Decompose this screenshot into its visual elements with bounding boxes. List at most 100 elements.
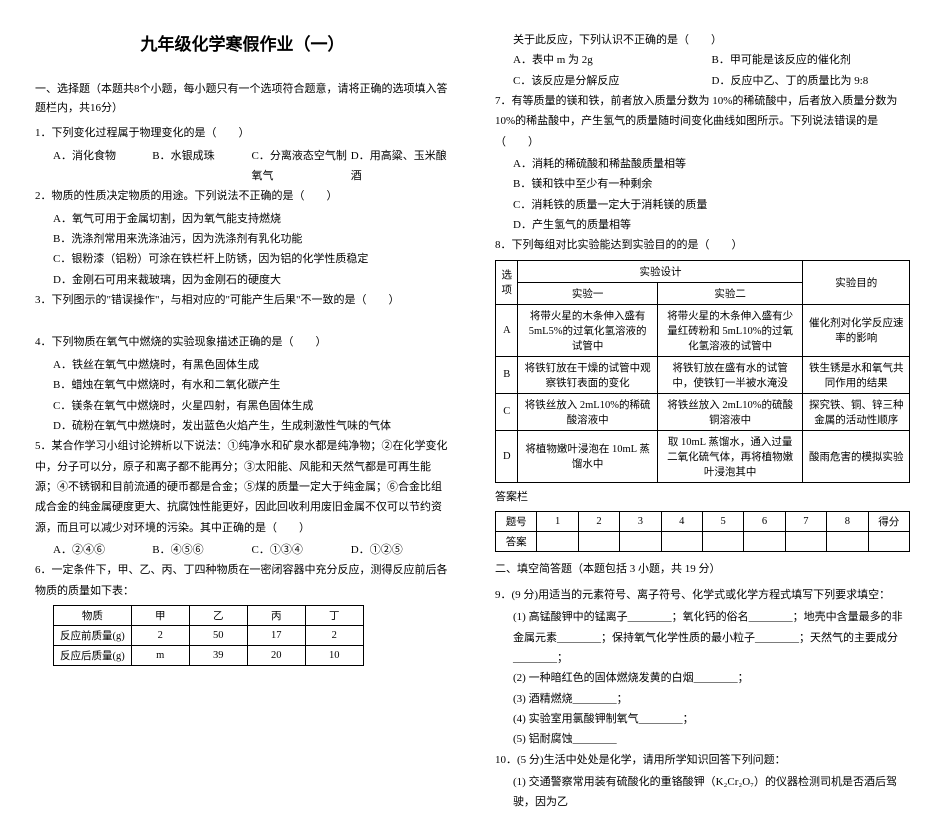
q4-b: B．蜡烛在氧气中燃烧时，有水和二氧化碳产生 xyxy=(35,375,450,395)
q8-h0: 选项 xyxy=(496,260,518,304)
q8-a1: 将带火星的木条伸入盛有 5mL5%的过氧化氢溶液的试管中 xyxy=(518,304,657,356)
q6b-text: 关于此反应，下列认识不正确的是（ ） xyxy=(495,30,910,50)
q3-num: 3． xyxy=(35,294,52,306)
ans-r3 xyxy=(620,532,661,552)
q6b-a: A．表中 m 为 2g xyxy=(513,50,712,70)
q10-l1: (1) 交通警察常用装有硫酸化的重铬酸钾（K₂Cr₂O₇）的仪器检测司机是否酒后… xyxy=(495,772,910,813)
q6-r2-1: m xyxy=(131,645,189,665)
q7-c: C．消耗铁的质量一定大于消耗镁的质量 xyxy=(495,195,910,215)
q8-a2: 将带火星的木条伸入盛有少量红砖粉和 5mL10%的过氧化氢溶液的试管中 xyxy=(657,304,803,356)
q5: 5．某合作学习小组讨论辨析以下说法：①纯净水和矿泉水都是纯净物；②在化学变化中，… xyxy=(35,436,450,538)
q5-d: D．①②⑤ xyxy=(351,540,450,560)
q2-a: A．氧气可用于金属切割，因为氧气能支持燃烧 xyxy=(35,209,450,229)
q8-a0: A xyxy=(496,304,518,356)
q9-num: 9． xyxy=(495,589,512,601)
q1-text: 下列变化过程属于物理变化的是（ ） xyxy=(52,127,250,139)
q6-r2-0: 反应后质量(g) xyxy=(54,645,132,665)
ans-h4: 4 xyxy=(661,512,702,532)
q8-b3: 铁生锈是水和氧气共同作用的结果 xyxy=(803,356,910,393)
q2-num: 2． xyxy=(35,190,52,202)
q8-c0: C xyxy=(496,393,518,430)
q8-sh2: 实验二 xyxy=(657,282,803,304)
q8-text: 下列每组对比实验能达到实验目的的是（ ） xyxy=(512,239,743,251)
q3: 3．下列图示的"错误操作"，与相对应的"可能产生后果"不一致的是（ ） xyxy=(35,290,450,310)
ans-r7 xyxy=(785,532,826,552)
q6: 6．一定条件下，甲、乙、丙、丁四种物质在一密闭容器中充分反应，测得反应前后各物质… xyxy=(35,560,450,601)
q6-r1-0: 反应前质量(g) xyxy=(54,625,132,645)
ans-r4 xyxy=(661,532,702,552)
q8-h3: 实验目的 xyxy=(803,260,910,304)
q7-num: 7． xyxy=(495,95,512,107)
q6b-c: C．该反应是分解反应 xyxy=(513,71,712,91)
q8-c3: 探究铁、铜、锌三种金属的活动性顺序 xyxy=(803,393,910,430)
q8-c1: 将铁丝放入 2mL10%的稀硫酸溶液中 xyxy=(518,393,657,430)
q1-opts: A．消化食物 B．水银成珠 C．分离液态空气制氧气 D．用高粱、玉米酿酒 xyxy=(35,146,450,187)
q1-b: B．水银成珠 xyxy=(152,146,251,187)
q1: 1．下列变化过程属于物理变化的是（ ） xyxy=(35,123,450,143)
q8-d2: 取 10mL 蒸馏水，通入过量二氧化硫气体，再将植物嫩叶浸泡其中 xyxy=(657,430,803,482)
q6-num: 6． xyxy=(35,564,52,576)
q8-d0: D xyxy=(496,430,518,482)
q9-l2: (2) 一种暗红色的固体燃烧发黄的白烟________； xyxy=(495,668,910,688)
ans-r9 xyxy=(868,532,909,552)
ans-r0: 答案 xyxy=(496,532,537,552)
q10-text: (5 分)生活中处处是化学，请用所学知识回答下列问题： xyxy=(517,754,786,766)
q6-h1: 甲 xyxy=(131,605,189,625)
q6b-d: D．反应中乙、丁的质量比为 9:8 xyxy=(712,71,911,91)
q6-h4: 丁 xyxy=(305,605,363,625)
q7-d: D．产生氢气的质量相等 xyxy=(495,215,910,235)
q7-a: A．消耗的稀硫酸和稀盐酸质量相等 xyxy=(495,154,910,174)
ans-h0: 题号 xyxy=(496,512,537,532)
q8-b1: 将铁钉放在干燥的试管中观察铁钉表面的变化 xyxy=(518,356,657,393)
q5-opts: A．②④⑥ B．④⑤⑥ C．①③④ D．①②⑤ xyxy=(35,540,450,560)
q9-l4: (4) 实验室用氯酸钾制氧气________； xyxy=(495,709,910,729)
q6-r2-4: 10 xyxy=(305,645,363,665)
answer-table: 题号 1 2 3 4 5 6 7 8 得分 答案 xyxy=(495,511,910,552)
q6-r1-1: 2 xyxy=(131,625,189,645)
q8: 8．下列每组对比实验能达到实验目的的是（ ） xyxy=(495,235,910,255)
q5-a: A．②④⑥ xyxy=(53,540,152,560)
q6-h3: 丙 xyxy=(247,605,305,625)
q6-r1-3: 17 xyxy=(247,625,305,645)
q8-c2: 将铁丝放入 2mL10%的硫酸铜溶液中 xyxy=(657,393,803,430)
q10-num: 10． xyxy=(495,754,517,766)
q8-d3: 酸雨危害的模拟实验 xyxy=(803,430,910,482)
q5-num: 5． xyxy=(35,440,52,452)
ans-h6: 6 xyxy=(744,512,785,532)
q8-sh1: 实验一 xyxy=(518,282,657,304)
q7: 7．有等质量的镁和铁，前者放入质量分数为 10%的稀硫酸中，后者放入质量分数为 … xyxy=(495,91,910,152)
ans-h1: 1 xyxy=(537,512,578,532)
q4-text: 下列物质在氧气中燃烧的实验现象描述正确的是（ ） xyxy=(52,336,327,348)
q6-h2: 乙 xyxy=(189,605,247,625)
q9-text: (9 分)用适当的元素符号、离子符号、化学式或化学方程式填写下列要求填空： xyxy=(512,589,891,601)
ans-h7: 7 xyxy=(785,512,826,532)
q6b-b: B．甲可能是该反应的催化剂 xyxy=(712,50,911,70)
left-column: 九年级化学寒假作业（一） 一、选择题（本题共8个小题，每小题只有一个选项符合题意… xyxy=(35,30,450,625)
right-column: 关于此反应，下列认识不正确的是（ ） A．表中 m 为 2g B．甲可能是该反应… xyxy=(495,30,910,625)
q4-num: 4． xyxy=(35,336,52,348)
q8-d1: 将植物嫩叶浸泡在 10mL 蒸馏水中 xyxy=(518,430,657,482)
q2-b: B．洗涤剂常用来洗涤油污，因为洗涤剂有乳化功能 xyxy=(35,229,450,249)
q9-l3: (3) 酒精燃烧________； xyxy=(495,689,910,709)
q1-num: 1． xyxy=(35,127,52,139)
q1-c: C．分离液态空气制氧气 xyxy=(252,146,351,187)
ans-r6 xyxy=(744,532,785,552)
q9: 9．(9 分)用适当的元素符号、离子符号、化学式或化学方程式填写下列要求填空： xyxy=(495,585,910,605)
q5-text: 某合作学习小组讨论辨析以下说法：①纯净水和矿泉水都是纯净物；②在化学变化中，分子… xyxy=(35,440,448,533)
ans-r2 xyxy=(578,532,619,552)
q6b-opts-2: C．该反应是分解反应 D．反应中乙、丁的质量比为 9:8 xyxy=(495,71,910,91)
q2-text: 物质的性质决定物质的用途。下列说法不正确的是（ ） xyxy=(52,190,338,202)
q8-b2: 将铁钉放在盛有水的试管中，使铁钉一半被水淹没 xyxy=(657,356,803,393)
ans-h3: 3 xyxy=(620,512,661,532)
q7-text: 有等质量的镁和铁，前者放入质量分数为 10%的稀硫酸中，后者放入质量分数为 10… xyxy=(495,95,897,148)
ans-h9: 得分 xyxy=(868,512,909,532)
q4-a: A．铁丝在氧气中燃烧时，有黑色固体生成 xyxy=(35,355,450,375)
ans-h8: 8 xyxy=(827,512,868,532)
q6-r2-3: 20 xyxy=(247,645,305,665)
q3-text: 下列图示的"错误操作"，与相对应的"可能产生后果"不一致的是（ ） xyxy=(52,294,400,306)
q7-b: B．镁和铁中至少有一种剩余 xyxy=(495,174,910,194)
q4: 4．下列物质在氧气中燃烧的实验现象描述正确的是（ ） xyxy=(35,332,450,352)
q10: 10．(5 分)生活中处处是化学，请用所学知识回答下列问题： xyxy=(495,750,910,770)
q1-d: D．用高粱、玉米酿酒 xyxy=(351,146,450,187)
q6-h0: 物质 xyxy=(54,605,132,625)
